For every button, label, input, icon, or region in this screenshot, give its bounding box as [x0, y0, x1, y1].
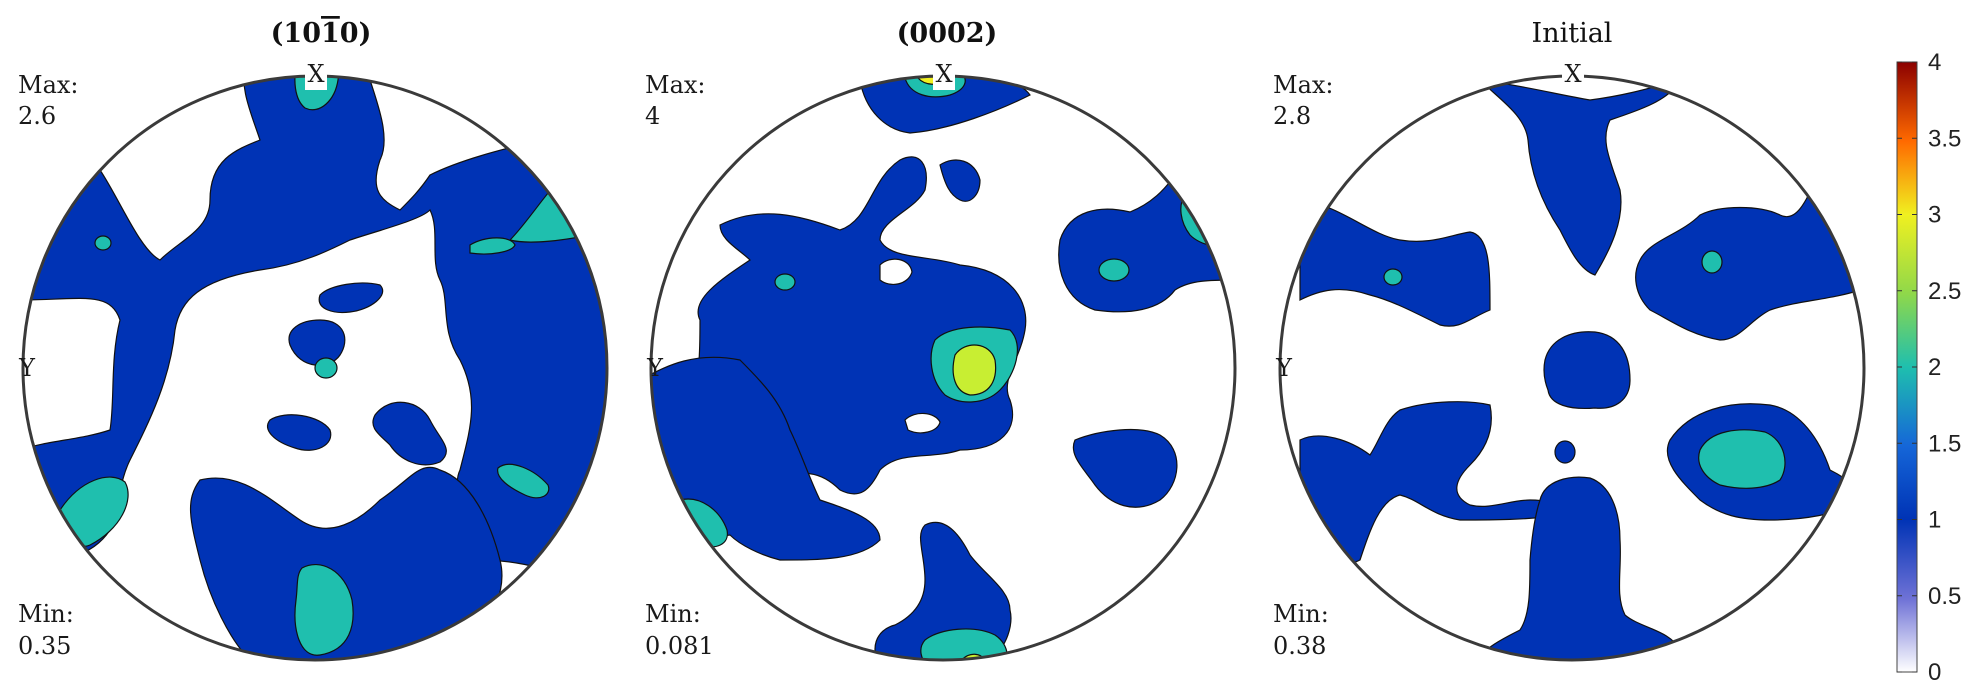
contour-level-2-region: [469, 237, 516, 255]
x-axis-marker: [933, 60, 955, 90]
panel-title: (0002): [897, 18, 998, 49]
contour-level-2-region: [497, 463, 550, 499]
contour-level-2-region: [1383, 268, 1403, 286]
y-axis-label: Y: [646, 354, 664, 382]
min-value: 0.38: [1273, 632, 1326, 660]
max-label: Max:: [18, 71, 79, 99]
colorbar-tick-label: 2: [1928, 354, 1941, 381]
colorbar-tick-label: 3: [1928, 202, 1941, 229]
colorbar-tick-label: 1.5: [1928, 430, 1961, 457]
contour-level-1-region: [859, 76, 1031, 134]
max-value: 2.8: [1273, 102, 1311, 130]
contour-level-1-region: [190, 466, 503, 660]
colorbar-tick-label: 1: [1928, 507, 1941, 534]
contour-level-1-region: [939, 159, 981, 202]
contour-level-1-region: [1058, 169, 1235, 313]
min-label: Min:: [18, 600, 74, 628]
pole-figure-panel-3: X Y Initial Max: 2.8 Min: 0.38: [1273, 18, 1866, 662]
pole-figure-panel-1: X Y (1010) Max: 2.6 Min: 0.35: [18, 18, 609, 662]
density-contours-panel-2: [651, 76, 1235, 660]
colorbar: 0 0.5 1 1.5 2 2.5 3 3.5 4: [1896, 49, 1961, 685]
contour-level-2-region: [1098, 258, 1130, 282]
max-value: 2.6: [18, 102, 56, 130]
pole-figure-panel-2: X Y (0002) Max: 4 Min: 0.081: [645, 18, 1237, 662]
contour-level-1-region: [1469, 476, 1681, 660]
panel-title: (1010): [271, 18, 372, 49]
contour-level-2-region: [1698, 429, 1786, 489]
y-axis-label: Y: [18, 354, 36, 382]
contour-level-1-region: [372, 401, 447, 466]
contour-level-1-region: [1554, 440, 1576, 464]
contour-level-3-region: [952, 344, 997, 396]
contour-level-1-region: [1299, 199, 1491, 327]
min-value: 0.081: [645, 632, 714, 660]
contour-level-2-region: [314, 357, 338, 379]
min-value: 0.35: [18, 632, 71, 660]
x-axis-label: X: [1564, 60, 1581, 88]
contour-level-2-region: [94, 235, 112, 251]
contour-level-1-region: [1478, 79, 1682, 276]
contour-level-2-region: [774, 273, 796, 291]
x-axis-label: X: [307, 60, 324, 88]
contour-level-1-region: [288, 319, 346, 366]
contour-level-2-region: [1701, 250, 1723, 274]
x-axis-label: X: [935, 60, 952, 88]
colorbar-tick-label: 0: [1928, 659, 1941, 685]
density-contours-panel-3: [1299, 79, 1861, 660]
max-label: Max:: [1273, 71, 1334, 99]
low-density-hole: [904, 412, 941, 434]
y-axis-label: Y: [1275, 354, 1293, 382]
contour-level-1-region: [318, 282, 384, 314]
panel-title: Initial: [1532, 18, 1613, 49]
x-axis-marker: [305, 60, 327, 90]
colorbar-tick-label: 0.5: [1928, 583, 1961, 610]
contour-level-1-region: [267, 414, 332, 451]
colorbar-tick-label: 2.5: [1928, 278, 1961, 305]
max-value: 4: [645, 102, 660, 130]
contour-level-1-region: [1543, 331, 1631, 410]
contour-level-1-region: [1072, 428, 1178, 508]
x-axis-marker: [1562, 60, 1584, 90]
contour-level-2-region: [294, 563, 354, 656]
contour-level-1-region: [1299, 401, 1561, 569]
min-label: Min:: [645, 600, 701, 628]
colorbar-tick-label: 4: [1928, 49, 1941, 76]
contour-level-2-region: [920, 628, 1008, 660]
density-contours-panel-1: [23, 76, 607, 660]
colorbar-ticks: 0 0.5 1 1.5 2 2.5 3 3.5 4: [1897, 49, 1961, 685]
min-label: Min:: [1273, 600, 1329, 628]
low-density-hole: [879, 258, 913, 286]
contour-level-1-region: [1635, 159, 1861, 341]
max-label: Max:: [645, 71, 706, 99]
colorbar-tick-label: 3.5: [1928, 125, 1961, 152]
